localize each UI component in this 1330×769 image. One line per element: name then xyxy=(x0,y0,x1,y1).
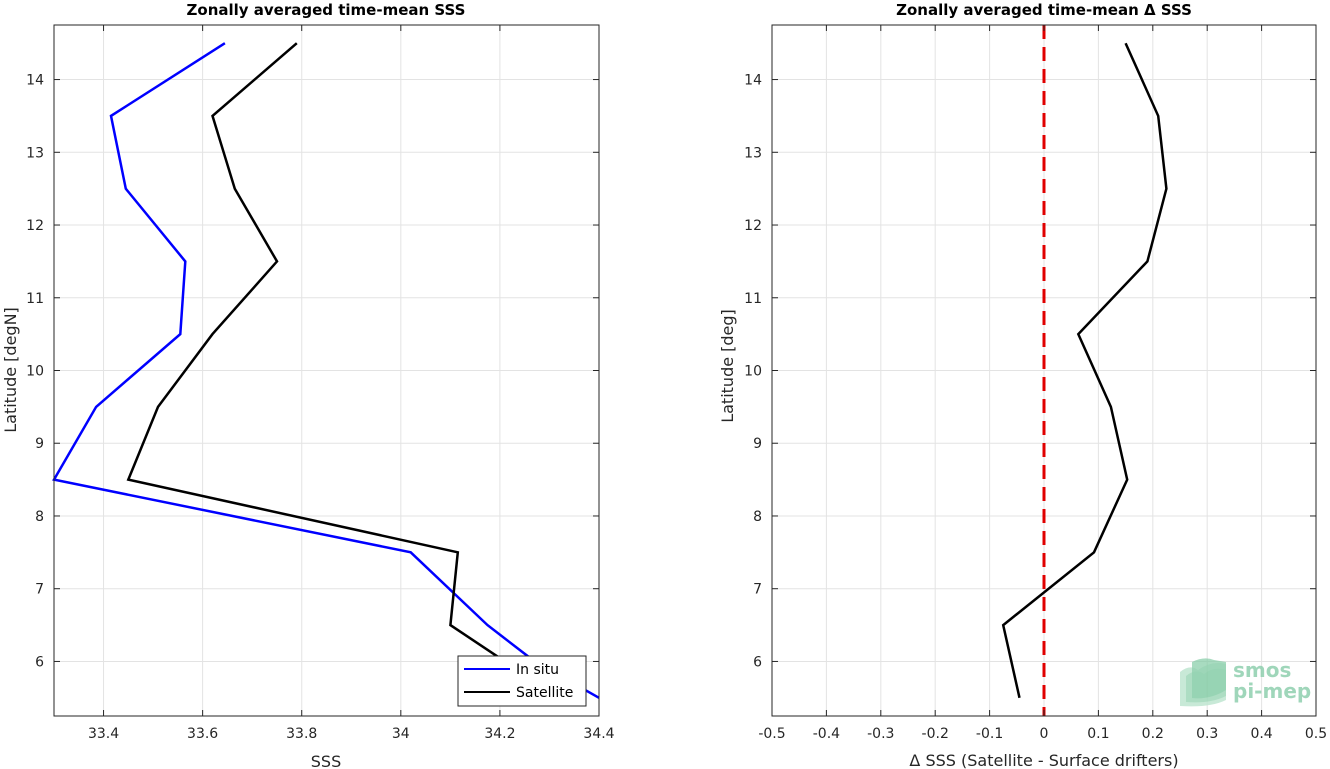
right-chart: -0.5 -0.4 -0.3 -0.2 -0.1 0 0.1 0.2 0.3 0.4 0.5 6 7 8 9… xyxy=(718,1,1327,769)
left-chart-title: Zonally averaged time-mean SSS xyxy=(187,1,466,19)
left-y-tick-label: 7 xyxy=(35,582,44,598)
legend: In situ Satellite xyxy=(457,655,587,707)
left-y-tick-label: 14 xyxy=(26,73,44,89)
logo-line2: pi-mep xyxy=(1233,679,1311,703)
right-y-tick-label: 13 xyxy=(744,145,762,161)
right-y-tick-label: 8 xyxy=(753,509,762,525)
right-y-tick-label: 6 xyxy=(753,654,762,670)
right-y-tick-label: 9 xyxy=(753,436,762,452)
left-grid xyxy=(54,25,600,716)
left-y-tick-label: 9 xyxy=(35,436,44,452)
right-y-tick-label: 7 xyxy=(753,582,762,598)
right-x-tick-label: 0.2 xyxy=(1142,726,1164,742)
left-x-tick-label: 33.6 xyxy=(187,726,218,742)
right-ticks: -0.5 -0.4 -0.3 -0.2 -0.1 0 0.1 0.2 0.3 0.4 0.5 6 7 8 9… xyxy=(744,25,1327,742)
left-series-line-in-situ xyxy=(52,42,600,699)
right-x-tick-label: 0.5 xyxy=(1305,726,1327,742)
left-y-tick-label: 12 xyxy=(26,218,44,234)
left-x-tick-label: 34 xyxy=(392,726,410,742)
right-series-layer xyxy=(1001,42,1168,699)
left-y-axis-label: Latitude [degN] xyxy=(1,307,20,433)
right-y-tick-label: 12 xyxy=(744,218,762,234)
left-series-layer xyxy=(52,42,600,699)
right-x-tick-label: 0 xyxy=(1040,726,1049,742)
left-y-tick-label: 8 xyxy=(35,509,44,525)
right-x-tick-label: -0.2 xyxy=(922,726,949,742)
right-x-tick-label: -0.1 xyxy=(976,726,1003,742)
right-x-tick-label: -0.3 xyxy=(867,726,894,742)
right-y-axis-label: Latitude [deg] xyxy=(718,309,737,423)
legend-label-satellite: Satellite xyxy=(516,685,573,701)
left-y-tick-label: 11 xyxy=(26,291,44,307)
left-ticks: 33.4 33.6 33.8 34 34.2 34.4 6 7 8 9 10 11 12 13 14 xyxy=(26,25,615,742)
left-y-tick-label: 10 xyxy=(26,364,44,380)
legend-label-in-situ: In situ xyxy=(516,662,559,678)
left-x-tick-label: 33.4 xyxy=(88,726,119,742)
logo-wave-icon xyxy=(1180,658,1226,707)
logo-line1: smos xyxy=(1233,658,1291,682)
left-chart: 33.4 33.6 33.8 34 34.2 34.4 6 7 8 9 10 11 12 13 14 Zon… xyxy=(1,1,615,769)
right-series-line-delta-sss xyxy=(1001,42,1168,699)
right-x-tick-label: -0.5 xyxy=(758,726,785,742)
right-y-tick-label: 10 xyxy=(744,364,762,380)
left-series-line-satellite xyxy=(126,42,506,663)
right-chart-title: Zonally averaged time-mean Δ SSS xyxy=(896,1,1192,19)
left-x-axis-label: SSS xyxy=(311,752,341,769)
smos-pi-mep-logo: smos pi-mep xyxy=(1180,658,1311,707)
right-x-axis-label: Δ SSS (Satellite - Surface drifters) xyxy=(909,751,1178,769)
right-x-tick-label: -0.4 xyxy=(813,726,840,742)
left-x-tick-label: 33.8 xyxy=(286,726,317,742)
left-x-tick-label: 34.2 xyxy=(484,726,515,742)
right-x-tick-label: 0.4 xyxy=(1250,726,1272,742)
legend-box xyxy=(457,655,587,707)
right-x-tick-label: 0.1 xyxy=(1087,726,1109,742)
right-y-tick-label: 14 xyxy=(744,73,762,89)
right-y-tick-label: 11 xyxy=(744,291,762,307)
right-x-tick-label: 0.3 xyxy=(1196,726,1218,742)
left-x-tick-label: 34.4 xyxy=(583,726,614,742)
left-y-tick-label: 13 xyxy=(26,145,44,161)
left-y-tick-label: 6 xyxy=(35,654,44,670)
